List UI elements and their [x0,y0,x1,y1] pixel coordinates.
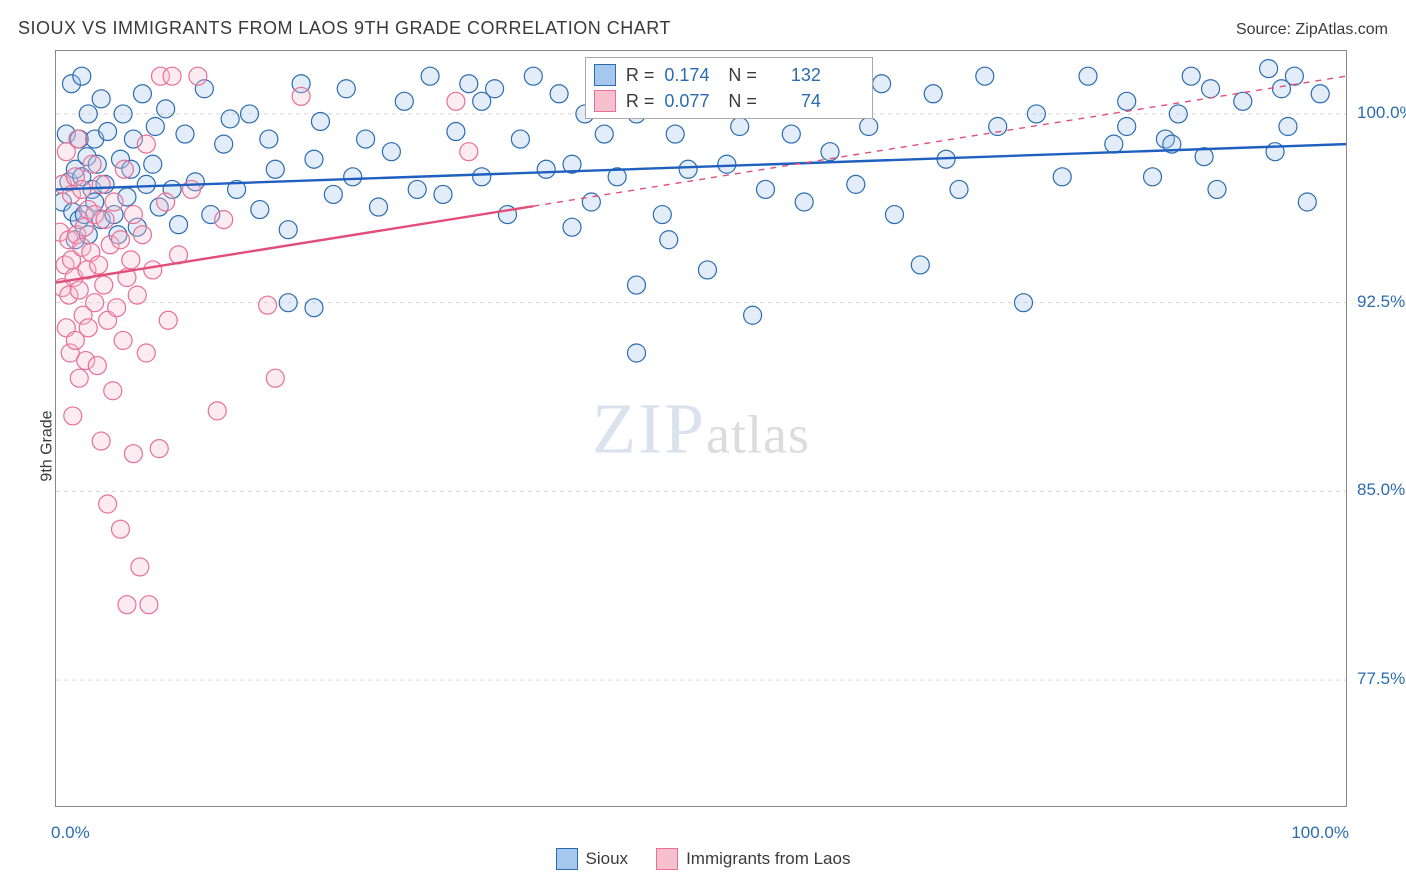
legend-item: Immigrants from Laos [656,848,850,870]
stat-r-value: 0.077 [664,91,718,112]
y-tick-label: 77.5% [1357,669,1405,689]
stats-row: R = 0.174 N = 132 [594,62,864,88]
stat-r-label: R = [626,65,655,86]
bottom-legend: Sioux Immigrants from Laos [0,848,1406,870]
legend-item: Sioux [556,848,629,870]
y-tick-label: 100.0% [1357,103,1406,123]
x-tick-label: 0.0% [51,823,90,843]
y-tick-label: 85.0% [1357,480,1405,500]
legend-swatch [594,64,616,86]
legend-label: Immigrants from Laos [686,849,850,869]
legend-swatch [656,848,678,870]
y-axis-label: 9th Grade [39,410,57,481]
scatter-svg [56,51,1346,806]
legend-label: Sioux [586,849,629,869]
stat-n-label: N = [728,65,757,86]
stat-r-label: R = [626,91,655,112]
y-tick-label: 92.5% [1357,292,1405,312]
source-label: Source: ZipAtlas.com [1236,21,1388,39]
x-tick-label: 100.0% [1285,823,1349,843]
stats-row: R = 0.077 N = 74 [594,88,864,114]
stat-n-value: 132 [767,65,821,86]
chart-title: SIOUX VS IMMIGRANTS FROM LAOS 9TH GRADE … [18,18,671,39]
plot-area: ZIPatlas R =0.174N =132R =0.077N =74 [55,50,1347,807]
legend-swatch [594,90,616,112]
legend-swatch [556,848,578,870]
chart-header: SIOUX VS IMMIGRANTS FROM LAOS 9TH GRADE … [18,18,1388,39]
stat-n-value: 74 [767,91,821,112]
stat-r-value: 0.174 [664,65,718,86]
stat-n-label: N = [728,91,757,112]
stats-legend-box: R = 0.174 N = 132 R = 0.077 N = 74 [585,57,873,119]
